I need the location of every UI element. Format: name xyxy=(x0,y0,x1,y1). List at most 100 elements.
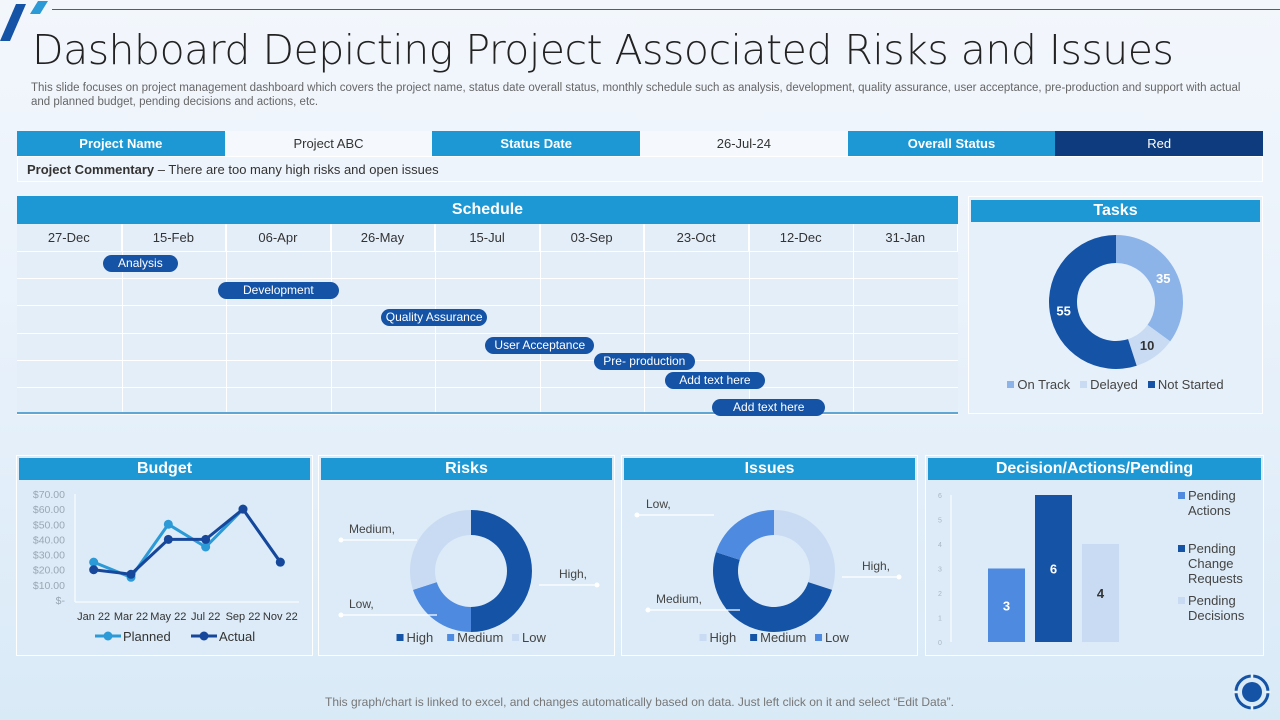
legend-swatch xyxy=(1178,545,1185,552)
y-tick-label: 2 xyxy=(938,591,942,598)
data-point-planned xyxy=(89,557,99,567)
schedule-task-bar[interactable]: Pre- production xyxy=(594,352,695,370)
data-label: Low, xyxy=(349,597,374,611)
project-info-row: Project Name Project ABC Status Date 26-… xyxy=(17,131,1264,156)
legend-label: Not Started xyxy=(1157,377,1224,392)
series-line-planned xyxy=(93,506,282,580)
schedule-date: 06-Apr xyxy=(226,224,331,251)
legend-label: Actions xyxy=(1188,503,1231,518)
y-tick-label: 1 xyxy=(938,616,942,623)
donut-slice-medium xyxy=(412,582,471,632)
bar-pending-decisions xyxy=(1082,544,1119,642)
legend-label: Actual xyxy=(219,629,255,644)
legend-swatch xyxy=(512,634,520,641)
legend-swatch xyxy=(447,634,455,641)
donut-slice-low xyxy=(715,510,774,560)
schedule-gridline xyxy=(644,224,646,412)
schedule-task-bar[interactable]: User Acceptance xyxy=(485,336,595,354)
x-tick-label: Mar 22 xyxy=(114,611,148,623)
page-title: Dashboard Depicting Project Associated R… xyxy=(32,26,1174,74)
legend-label: Low xyxy=(825,630,849,645)
callout-dot xyxy=(896,574,902,580)
commentary-label: Project Commentary xyxy=(27,162,155,177)
series-line-actual xyxy=(93,506,282,576)
schedule-gridline xyxy=(17,414,958,415)
data-point-planned xyxy=(163,519,173,529)
schedule-gridline xyxy=(17,305,958,307)
legend-item: Delayed xyxy=(1080,377,1138,392)
status-date-value: 26-Jul-24 xyxy=(640,131,848,156)
legend-swatch xyxy=(815,634,823,641)
tasks-donut-chart: 35 10 55 xyxy=(1049,235,1183,369)
y-tick-label: 0 xyxy=(938,640,942,647)
budget-title: Budget xyxy=(19,458,310,480)
decorative-slash-icon xyxy=(0,1,48,41)
overall-status-label: Overall Status xyxy=(847,131,1056,156)
status-date-label: Status Date xyxy=(432,131,641,156)
schedule-date: 26-May xyxy=(331,224,436,251)
crosshair-target-icon xyxy=(1233,673,1271,711)
budget-panel: Budget $- $10.00 $20.00 $30.00 $40.00 $50.00 $… xyxy=(16,455,313,656)
legend-label: Medium xyxy=(760,630,806,645)
footer-note: This graph/chart is linked to excel, and… xyxy=(325,695,954,709)
schedule-date: 15-Jul xyxy=(435,224,540,251)
legend-item: Medium xyxy=(750,630,806,645)
commentary-text: – There are too many high risks and open… xyxy=(154,162,439,177)
data-label: High, xyxy=(559,567,587,581)
y-tick-label: $20.00 xyxy=(33,565,65,577)
tasks-title: Tasks xyxy=(971,200,1260,222)
callout-dot xyxy=(634,512,640,518)
data-label: 35 xyxy=(1156,271,1170,286)
legend-label: Pending xyxy=(1188,541,1236,556)
x-tick-label: Sep 22 xyxy=(226,611,261,623)
schedule-task-bar[interactable]: Add text here xyxy=(665,371,765,389)
legend-item: Medium xyxy=(447,630,503,645)
data-point-actual xyxy=(126,569,136,579)
y-tick-label: 6 xyxy=(938,493,942,500)
schedule-date: 23-Oct xyxy=(644,224,749,251)
donut-slice-high xyxy=(774,510,835,590)
data-point-actual xyxy=(201,534,211,544)
schedule-task-bar[interactable]: Development xyxy=(217,282,340,300)
data-label: Medium, xyxy=(656,592,702,606)
legend-item: High xyxy=(396,630,433,645)
schedule-task-bar[interactable]: Add text here xyxy=(712,399,826,417)
schedule-task-bar[interactable]: Quality Assurance xyxy=(380,309,488,327)
data-point-actual xyxy=(275,557,285,567)
legend-label: On Track xyxy=(1017,377,1071,392)
donut-slice-high xyxy=(471,510,532,632)
legend-item: High xyxy=(699,630,737,645)
legend-marker xyxy=(199,631,209,641)
overall-status-value: Red xyxy=(1055,131,1264,156)
x-tick-label: Jul 22 xyxy=(191,611,220,623)
tasks-panel: Tasks 35 10 55 On Track Delayed Not Started xyxy=(968,196,1263,414)
schedule-task-bar[interactable]: Analysis xyxy=(102,255,178,273)
legend-swatch xyxy=(396,634,404,641)
project-commentary: Project Commentary – There are too many … xyxy=(17,156,1263,182)
schedule-gridline xyxy=(539,224,541,412)
header-divider xyxy=(52,9,1280,10)
legend-label: High xyxy=(710,630,737,645)
schedule-gridline xyxy=(17,332,958,334)
data-point-actual xyxy=(89,565,99,575)
legend-label: Change xyxy=(1188,556,1234,571)
schedule-date: 03-Sep xyxy=(540,224,645,251)
legend-item: On Track xyxy=(1007,377,1070,392)
y-tick-label: 5 xyxy=(938,518,942,525)
legend-swatch xyxy=(1178,492,1185,499)
callout-dot xyxy=(338,612,344,618)
y-tick-label: $30.00 xyxy=(33,550,65,562)
legend-swatch xyxy=(699,634,707,641)
risks-donut-chart: High, Low, Medium, High Medium Low xyxy=(338,510,600,645)
legend-marker xyxy=(103,631,113,641)
callout-dot xyxy=(594,582,600,588)
data-label: Low, xyxy=(646,497,671,511)
y-tick-label: $10.00 xyxy=(33,580,65,592)
donut-slice-low xyxy=(410,510,471,590)
schedule-date-header: 27-Dec 15-Feb 06-Apr 26-May 15-Jul 03-Sep 23-O… xyxy=(17,224,959,251)
issues-title: Issues xyxy=(624,458,915,480)
data-point-actual xyxy=(163,534,173,544)
data-label: 10 xyxy=(1140,338,1154,353)
schedule-gridline xyxy=(121,224,123,412)
